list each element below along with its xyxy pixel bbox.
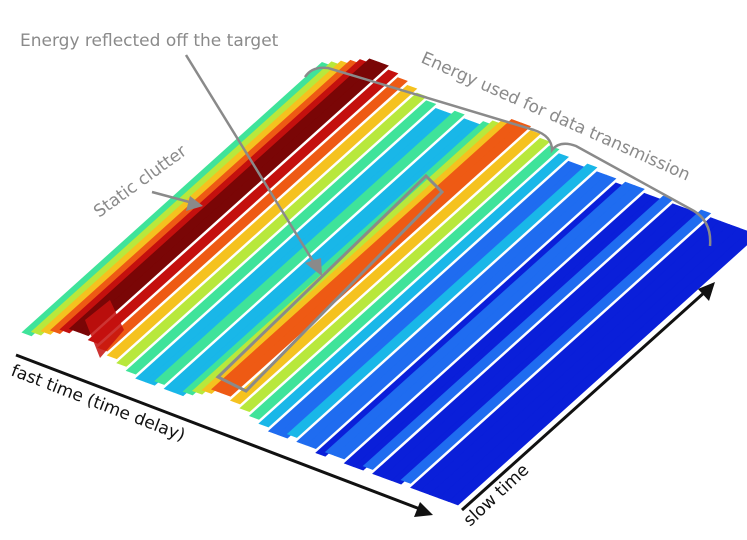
slow-time-axis <box>460 282 715 512</box>
surface-strip <box>447 232 747 506</box>
surface-strip <box>334 185 645 460</box>
surface-strip <box>154 110 465 385</box>
transmission-brace <box>303 66 712 247</box>
reflected-arrow <box>184 54 322 276</box>
clutter-ridge-face <box>85 300 124 358</box>
surface-strip <box>248 145 560 420</box>
fast-time-axis <box>15 353 433 517</box>
surface-strip <box>305 174 617 449</box>
surface-strip <box>286 163 598 438</box>
surface-strip <box>106 84 418 360</box>
surface-strip <box>125 100 437 375</box>
target-highlight-box <box>215 173 445 393</box>
surface-strip <box>400 209 712 484</box>
reflected-label: Energy reflected off the target <box>20 31 279 51</box>
surface-strip <box>229 130 541 405</box>
surface-strip <box>78 61 389 337</box>
surface-strip <box>438 227 747 502</box>
clutter-arrow <box>151 190 203 211</box>
energy-surface <box>21 58 747 506</box>
surface-strip <box>258 153 570 428</box>
